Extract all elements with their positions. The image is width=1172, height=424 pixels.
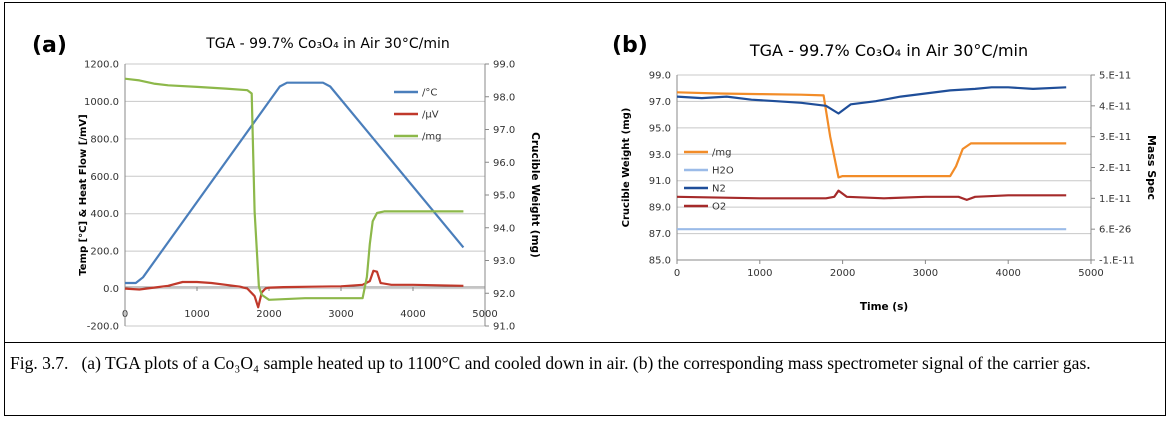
x-tick-label: 0	[674, 268, 680, 279]
y2-tick-label: 98.0	[493, 92, 515, 103]
legend-label: /µV	[422, 110, 439, 121]
series-line	[676, 91, 1067, 179]
y2-tick-label: 4.E-11	[1099, 101, 1131, 112]
series-line	[124, 77, 464, 301]
legend-label: /°C	[422, 88, 437, 99]
y2-tick-label: 99.0	[493, 60, 515, 71]
panel-label: (a)	[32, 33, 67, 58]
y2-tick-label: 3.E-11	[1099, 132, 1131, 143]
x-tick-label: 2000	[256, 309, 281, 320]
y-tick-label: 95.0	[649, 123, 671, 134]
y-tick-label: 99.0	[649, 71, 671, 82]
x-tick-label: 4000	[995, 268, 1020, 279]
y2-tick-label: 2.E-11	[1099, 163, 1131, 174]
legend-label: /mg	[422, 132, 441, 143]
y-tick-label: 93.0	[649, 150, 671, 161]
y-axis-title: Temp [°C] & Heat Flow [/mV]	[78, 114, 89, 275]
legend-label: N2	[712, 184, 726, 195]
x-tick-label: 2000	[830, 268, 855, 279]
y-tick-label: 1000.0	[84, 97, 119, 108]
y-tick-label: 1200.0	[84, 60, 119, 71]
panel-label: (b)	[612, 33, 648, 58]
y2-tick-label: 96.0	[493, 158, 515, 169]
series-line	[676, 189, 1067, 201]
figure-caption: Fig. 3.7. (a) TGA plots of a Co₃O₄ sampl…	[10, 350, 1160, 376]
y-tick-label: 85.0	[649, 256, 671, 267]
x-tick-label: 4000	[400, 309, 425, 320]
chart-a: (a) TGA - 99.7% Co₃O₄ in Air 30°C/min -200…	[32, 33, 541, 333]
y-axis-title: Crucible Weight (mg)	[621, 108, 632, 228]
y2-tick-label: 92.0	[493, 289, 515, 300]
legend-label: O2	[712, 202, 726, 213]
y-tick-label: 89.0	[649, 203, 671, 214]
series-line	[125, 81, 465, 285]
y2-tick-label: 1.E-11	[1099, 194, 1131, 205]
x-tick-label: 3000	[328, 309, 353, 320]
y-tick-label: 400.0	[90, 209, 119, 220]
y-tick-label: 87.0	[649, 229, 671, 240]
y-tick-label: -200.0	[87, 322, 119, 333]
x-tick-label: 3000	[913, 268, 938, 279]
y2-axis-title: Crucible Weight (mg)	[529, 132, 541, 258]
caption-divider	[4, 342, 1166, 343]
chart-title: TGA - 99.7% Co₃O₄ in Air 30°C/min	[749, 41, 1028, 60]
legend-label: /mg	[712, 148, 731, 159]
chart-b: (b) TGA - 99.7% Co₃O₄ in Air 30°C/min 85.0…	[612, 33, 1158, 313]
y2-tick-label: 91.0	[493, 322, 515, 333]
series-line	[124, 269, 464, 309]
x-tick-label: 1000	[184, 309, 209, 320]
figure-frame	[4, 2, 1166, 416]
y-tick-label: 600.0	[90, 172, 119, 183]
y2-tick-label: 94.0	[493, 223, 515, 234]
series-line	[676, 86, 1067, 115]
chart-title: TGA - 99.7% Co₃O₄ in Air 30°C/min	[205, 36, 449, 52]
legend-label: H2O	[712, 166, 734, 177]
y2-tick-label: 97.0	[493, 125, 515, 136]
y2-axis-title: Mass Spec	[1145, 135, 1158, 200]
y-tick-label: 91.0	[649, 176, 671, 187]
y-tick-label: 0.0	[103, 284, 119, 295]
y-tick-label: 200.0	[90, 247, 119, 258]
y2-tick-label: 6.E-26	[1099, 225, 1131, 236]
caption-text: (a) TGA plots of a Co₃O₄ sample heated u…	[81, 353, 1091, 373]
y-tick-label: 800.0	[90, 134, 119, 145]
y2-tick-label: -1.E-11	[1099, 256, 1135, 267]
x-tick-label: 5000	[1078, 268, 1103, 279]
y-tick-label: 97.0	[649, 97, 671, 108]
caption-label: Fig. 3.7.	[10, 353, 69, 373]
x-axis-title: Time (s)	[860, 301, 908, 313]
y2-tick-label: 95.0	[493, 191, 515, 202]
x-tick-label: 1000	[747, 268, 772, 279]
y2-tick-label: 93.0	[493, 256, 515, 267]
y2-tick-label: 5.E-11	[1099, 71, 1131, 82]
